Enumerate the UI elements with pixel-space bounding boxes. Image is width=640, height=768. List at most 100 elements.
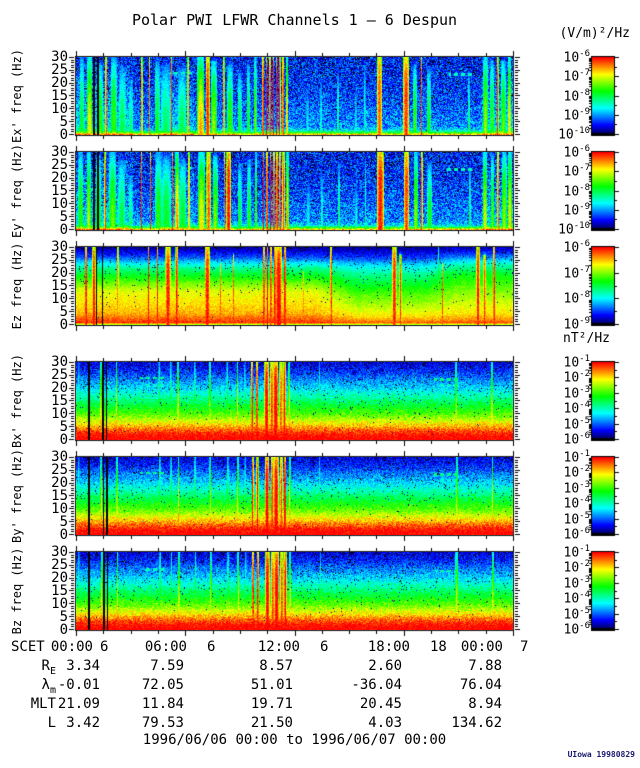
page-title: Polar PWI LFWR Channels 1 — 6 Despun: [131, 11, 458, 29]
scet-day-label: 7: [520, 639, 529, 655]
ephemeris-value: 21.09: [57, 696, 100, 712]
freq-tick-label: 30: [51, 354, 68, 370]
colorbar-exponent-label: 10-8: [563, 88, 591, 105]
colorbar-exponent-label: 10-5: [563, 606, 591, 623]
scet-time-label: 00:00: [50, 639, 93, 655]
freq-tick-label: 25: [51, 157, 68, 173]
colorbar-exponent-label: 10-2: [563, 559, 591, 576]
freq-tick-label: 5: [59, 209, 68, 225]
freq-tick-label: 15: [51, 488, 68, 504]
spectrogram-bx-canvas: [76, 362, 513, 440]
colorbar-exponent-label: 10-9: [563, 316, 591, 333]
ephemeris-row-label: L: [47, 715, 56, 731]
ephemeris-value: 79.53: [141, 715, 184, 731]
freq-tick-label: 10: [51, 501, 68, 517]
colorbar-exponent-label: 10-6: [563, 621, 591, 638]
freq-tick-label: 10: [51, 101, 68, 117]
freq-tick-label: 25: [51, 557, 68, 573]
freq-tick-label: 10: [51, 596, 68, 612]
ephemeris-value: 51.01: [250, 677, 293, 693]
ephemeris-value: 2.60: [368, 658, 402, 674]
ephemeris-value: 8.94: [468, 696, 502, 712]
freq-tick-label: 5: [59, 114, 68, 130]
freq-tick-label: 0: [59, 127, 68, 143]
freq-tick-label: 30: [51, 144, 68, 160]
date-range-label: 1996/06/06 00:00 to 1996/06/07 00:00: [142, 732, 447, 748]
ephemeris-value: 3.34: [66, 658, 100, 674]
colorbar-exponent-label: 10-8: [563, 290, 591, 307]
freq-tick-label: 0: [59, 527, 68, 543]
freq-tick-label: 10: [51, 196, 68, 212]
colorbar-exponent-label: 10-5: [563, 416, 591, 433]
panel-ylabel-by: By' freq (Hz): [10, 449, 24, 543]
colorbar-exponent-label: 10-4: [563, 495, 591, 512]
freq-tick-label: 25: [51, 62, 68, 78]
ephemeris-value: 21.50: [250, 715, 293, 731]
colorbar-exponent-label: 10-6: [563, 239, 591, 256]
freq-tick-label: 25: [51, 462, 68, 478]
freq-tick-label: 30: [51, 239, 68, 255]
panel-ylabel-bz: Bz freq (Hz): [10, 547, 24, 635]
colorbar-exponent-label: 10-10: [558, 221, 590, 238]
ephemeris-row-label: MLT: [30, 696, 56, 712]
magnetic-units-label: nT²/Hz: [563, 331, 610, 346]
freq-tick-label: 30: [51, 449, 68, 465]
ephemeris-value: 11.84: [141, 696, 184, 712]
colorbar-exponent-label: 10-4: [563, 590, 591, 607]
scet-day-label: 6: [207, 639, 216, 655]
colorbar-exponent-label: 10-1: [563, 544, 591, 561]
freq-tick-label: 15: [51, 393, 68, 409]
freq-tick-label: 10: [51, 291, 68, 307]
freq-tick-label: 0: [59, 317, 68, 333]
colorbar-exponent-label: 10-5: [563, 511, 591, 528]
freq-tick-label: 15: [51, 278, 68, 294]
freq-tick-label: 5: [59, 419, 68, 435]
ephemeris-value: 3.42: [66, 715, 100, 731]
freq-tick-label: 25: [51, 367, 68, 383]
freq-tick-label: 0: [59, 432, 68, 448]
scet-time-label: 12:00: [257, 639, 300, 655]
colorbar-exponent-label: 10-8: [563, 183, 591, 200]
scet-day-label: 18: [430, 639, 447, 655]
ephemeris-value: 72.05: [141, 677, 184, 693]
colorbar-exponent-label: 10-6: [563, 49, 591, 66]
freq-tick-label: 0: [59, 622, 68, 638]
ephemeris-value: 7.88: [468, 658, 502, 674]
ephemeris-value: 20.45: [359, 696, 402, 712]
credit-label: UIowa 19980829: [567, 750, 635, 759]
freq-tick-label: 20: [51, 170, 68, 186]
colorbar-exponent-label: 10-10: [558, 126, 590, 143]
freq-tick-label: 30: [51, 544, 68, 560]
colorbar-exponent-label: 10-7: [563, 163, 591, 180]
panel-ylabel-bx: Bx' freq (Hz): [10, 354, 24, 448]
ephemeris-value: -0.01: [57, 677, 100, 693]
colorbar-exponent-label: 10-1: [563, 354, 591, 371]
freq-tick-label: 20: [51, 570, 68, 586]
colorbar-exponent-label: 10-7: [563, 68, 591, 85]
ephemeris-value: 7.59: [150, 658, 184, 674]
freq-tick-label: 30: [51, 49, 68, 65]
freq-tick-label: 5: [59, 304, 68, 320]
colorbar-exponent-label: 10-9: [563, 202, 591, 219]
scet-day-label: 6: [320, 639, 329, 655]
scet-time-label: 18:00: [367, 639, 410, 655]
colorbar-exponent-label: 10-3: [563, 575, 591, 592]
colorbar-exponent-label: 10-2: [563, 464, 591, 481]
colorbar-exponent-label: 10-1: [563, 449, 591, 466]
freq-tick-label: 15: [51, 88, 68, 104]
electric-units-label: (V/m)²/Hz: [559, 26, 630, 41]
ephemeris-row-label: RE: [41, 658, 56, 677]
freq-tick-label: 0: [59, 222, 68, 238]
ephemeris-value: -36.04: [351, 677, 402, 693]
freq-tick-label: 20: [51, 265, 68, 281]
panel-ylabel-ex: Ex' freq (Hz): [10, 49, 24, 143]
spectrogram-ey-canvas: [76, 152, 513, 230]
freq-tick-label: 10: [51, 406, 68, 422]
freq-tick-label: 5: [59, 609, 68, 625]
scet-axis-label: SCET: [11, 639, 45, 655]
spectrogram-ex-canvas: [76, 57, 513, 135]
colorbar-exponent-label: 10-9: [563, 107, 591, 124]
colorbar-exponent-label: 10-7: [563, 265, 591, 282]
panel-ylabel-ey: Ey' freq (Hz): [10, 144, 24, 238]
spectrogram-by-canvas: [76, 457, 513, 535]
